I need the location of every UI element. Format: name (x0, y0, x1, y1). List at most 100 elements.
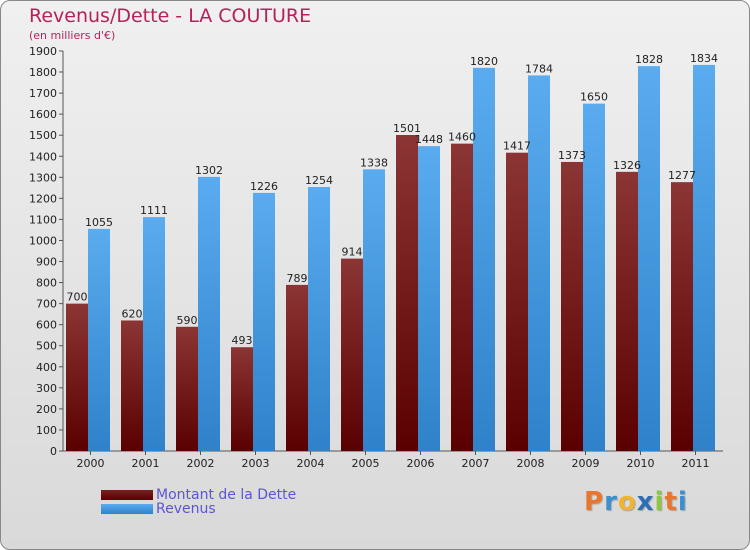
x-tick-label: 2011 (682, 457, 710, 470)
logo-letter: o (617, 487, 637, 517)
bar-revenus (253, 192, 275, 452)
logo-letter: P (584, 487, 605, 517)
bar-debt (176, 326, 198, 451)
legend-swatch-debt (101, 490, 153, 500)
y-tick-label: 300 (36, 382, 57, 395)
y-tick-label: 900 (36, 256, 57, 269)
data-label-debt: 1373 (558, 149, 586, 162)
x-tick-label: 2005 (352, 457, 380, 470)
legend-item-revenus: Revenus (101, 501, 216, 517)
y-tick-label: 600 (36, 319, 57, 332)
bar-debt (506, 152, 528, 451)
x-tick-label: 2007 (462, 457, 490, 470)
bar-revenus (638, 66, 660, 451)
bar-revenus (198, 176, 220, 452)
data-label-revenus: 1820 (470, 55, 498, 68)
bar-debt (286, 284, 308, 451)
bar-revenus (88, 228, 110, 451)
y-tick-label: 1900 (29, 45, 57, 58)
data-label-revenus: 1302 (195, 164, 223, 177)
data-label-debt: 914 (342, 246, 363, 259)
bar-debt (451, 143, 473, 451)
bar-revenus (473, 67, 495, 451)
x-tick-label: 2001 (132, 457, 160, 470)
x-tick-label: 2010 (627, 457, 655, 470)
y-tick-label: 200 (36, 403, 57, 416)
data-labels: 700 1055 620 1111 590 1302 493 1226 789 1254 914 13… (67, 52, 719, 347)
bar-revenus (583, 103, 605, 451)
proxiti-logo: Proxiti (584, 487, 688, 517)
logo-letter: i (677, 487, 688, 517)
axes: 0 100 200 300 400 500 600 700 800 900 1000 1100 1200… (29, 45, 723, 470)
y-tick-label: 1000 (29, 234, 57, 247)
legend-label-debt: Montant de la Dette (156, 487, 297, 503)
y-tick-label: 1600 (29, 108, 57, 121)
data-label-revenus: 1650 (580, 91, 608, 104)
x-tick-label: 2000 (77, 457, 105, 470)
y-tick-label: 1800 (29, 66, 57, 79)
bar-revenus (418, 146, 440, 451)
data-label-revenus: 1111 (140, 204, 168, 217)
data-label-debt: 1277 (668, 169, 696, 182)
logo-letter: t (664, 487, 678, 517)
legend-label-revenus: Revenus (156, 501, 216, 517)
data-label-revenus: 1784 (525, 62, 553, 75)
y-tick-label: 1200 (29, 192, 57, 205)
bar-debt (396, 135, 418, 451)
data-label-debt: 789 (287, 272, 308, 285)
x-tick-label: 2002 (187, 457, 215, 470)
data-label-revenus: 1834 (690, 52, 718, 65)
bar-debt (561, 161, 583, 451)
chart-title: Revenus/Dette - LA COUTURE (29, 5, 312, 27)
x-tick-label: 2004 (297, 457, 325, 470)
data-label-debt: 700 (67, 291, 88, 304)
y-tick-label: 700 (36, 298, 57, 311)
y-tick-label: 100 (36, 424, 57, 437)
data-label-debt: 493 (232, 334, 253, 347)
data-label-debt: 1417 (503, 140, 531, 153)
y-tick-label: 1300 (29, 171, 57, 184)
data-label-revenus: 1226 (250, 180, 278, 193)
x-tick-label: 2006 (407, 457, 435, 470)
data-label-debt: 620 (122, 307, 143, 320)
data-label-debt: 1501 (393, 122, 421, 135)
bar-debt (66, 303, 88, 451)
bars (66, 64, 715, 452)
data-label-debt: 1326 (613, 159, 641, 172)
bar-debt (616, 171, 638, 451)
bar-debt (671, 182, 693, 451)
data-label-revenus: 1448 (415, 133, 443, 146)
legend-item-debt: Montant de la Dette (101, 487, 297, 503)
y-tick-label: 1400 (29, 150, 57, 163)
chart-subtitle: (en milliers d'€) (29, 29, 116, 42)
data-label-revenus: 1828 (635, 53, 663, 66)
bar-debt (231, 347, 253, 451)
logo-letter: x (636, 487, 655, 517)
data-label-revenus: 1338 (360, 156, 388, 169)
bar-revenus (693, 64, 715, 451)
data-label-revenus: 1055 (85, 216, 113, 229)
bar-debt (121, 320, 143, 451)
bar-revenus (363, 169, 385, 451)
data-label-revenus: 1254 (305, 174, 333, 187)
x-tick-label: 2003 (242, 457, 270, 470)
y-tick-label: 500 (36, 340, 57, 353)
x-tick-label: 2008 (517, 457, 545, 470)
bar-revenus (528, 75, 550, 451)
y-tick-label: 1500 (29, 129, 57, 142)
bar-debt (341, 258, 363, 451)
legend-swatch-revenus (101, 504, 153, 514)
y-tick-label: 0 (50, 445, 57, 458)
data-label-debt: 1460 (448, 131, 476, 144)
logo-letter: r (604, 487, 618, 517)
y-tick-label: 800 (36, 277, 57, 290)
x-tick-label: 2009 (572, 457, 600, 470)
y-tick-label: 1100 (29, 213, 57, 226)
data-label-debt: 590 (177, 314, 198, 327)
bar-revenus (308, 187, 330, 451)
y-tick-label: 1700 (29, 87, 57, 100)
y-tick-label: 400 (36, 361, 57, 374)
logo-letter: i (654, 487, 665, 517)
